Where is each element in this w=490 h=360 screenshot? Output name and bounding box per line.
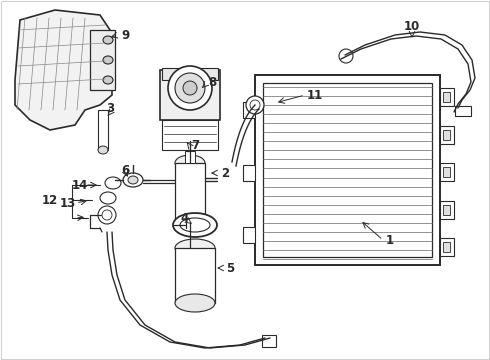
Bar bbox=[443, 204, 450, 215]
Ellipse shape bbox=[100, 192, 116, 204]
Ellipse shape bbox=[105, 177, 121, 189]
Polygon shape bbox=[15, 10, 112, 130]
Ellipse shape bbox=[123, 173, 143, 187]
Text: 10: 10 bbox=[404, 19, 420, 32]
Ellipse shape bbox=[98, 206, 116, 224]
Ellipse shape bbox=[173, 213, 217, 237]
Text: 12: 12 bbox=[42, 194, 58, 207]
Text: 6: 6 bbox=[121, 163, 129, 176]
Ellipse shape bbox=[180, 218, 210, 232]
Bar bbox=[162, 68, 218, 80]
Ellipse shape bbox=[183, 81, 197, 95]
Bar bbox=[243, 102, 255, 118]
Text: 8: 8 bbox=[208, 76, 216, 89]
Bar bbox=[443, 130, 450, 140]
Bar bbox=[443, 167, 450, 177]
Ellipse shape bbox=[175, 155, 205, 171]
Bar bbox=[455, 106, 471, 116]
Bar bbox=[243, 227, 255, 243]
Bar bbox=[440, 88, 454, 106]
Bar bbox=[255, 75, 440, 265]
Bar bbox=[440, 126, 454, 144]
Bar bbox=[440, 163, 454, 181]
Text: 3: 3 bbox=[106, 102, 114, 114]
Ellipse shape bbox=[246, 96, 264, 114]
Bar bbox=[440, 238, 454, 256]
Text: 2: 2 bbox=[221, 166, 229, 180]
Ellipse shape bbox=[175, 239, 215, 257]
Text: 14: 14 bbox=[72, 179, 88, 192]
Ellipse shape bbox=[103, 76, 113, 84]
Ellipse shape bbox=[103, 36, 113, 44]
Bar bbox=[243, 165, 255, 180]
Ellipse shape bbox=[103, 56, 113, 64]
Ellipse shape bbox=[175, 294, 215, 312]
Bar bbox=[262, 335, 276, 347]
Bar bbox=[160, 70, 220, 120]
Ellipse shape bbox=[102, 210, 112, 220]
Text: 7: 7 bbox=[191, 139, 199, 152]
Ellipse shape bbox=[175, 73, 205, 103]
Text: 11: 11 bbox=[307, 89, 323, 102]
Bar bbox=[175, 163, 205, 223]
Ellipse shape bbox=[98, 146, 108, 154]
Ellipse shape bbox=[339, 49, 353, 63]
Text: 4: 4 bbox=[181, 212, 189, 225]
Ellipse shape bbox=[128, 176, 138, 184]
Bar bbox=[162, 120, 218, 150]
Bar bbox=[90, 30, 115, 90]
Ellipse shape bbox=[168, 66, 212, 110]
Bar bbox=[263, 83, 432, 257]
Ellipse shape bbox=[175, 215, 205, 231]
Text: 13: 13 bbox=[60, 197, 76, 210]
Ellipse shape bbox=[250, 100, 260, 110]
Bar bbox=[443, 92, 450, 102]
Bar bbox=[440, 201, 454, 219]
Text: 9: 9 bbox=[121, 28, 129, 41]
Text: 1: 1 bbox=[386, 234, 394, 247]
Bar bbox=[98, 110, 108, 150]
Bar bbox=[443, 242, 450, 252]
Bar bbox=[175, 248, 215, 303]
Text: 5: 5 bbox=[226, 261, 234, 274]
Bar bbox=[185, 151, 195, 163]
